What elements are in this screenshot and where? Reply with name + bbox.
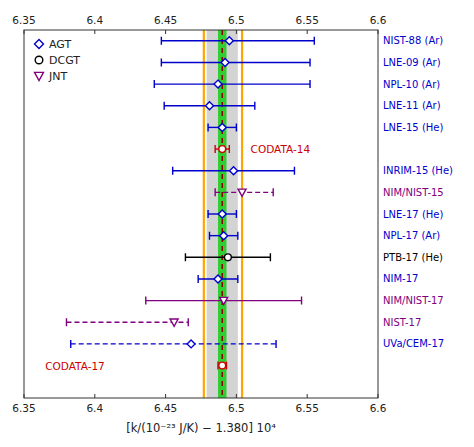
error-bar — [161, 40, 314, 41]
category-label: LNE-11 (Ar) — [383, 100, 441, 111]
band — [207, 30, 238, 398]
error-cap — [209, 232, 237, 240]
tick — [236, 30, 237, 34]
reference-line — [203, 30, 205, 398]
legend-marker — [35, 56, 43, 64]
error-bar — [71, 343, 276, 344]
legend: AGT DCGT JNT — [35, 38, 81, 83]
tick-label: 6.5 — [228, 402, 245, 414]
tick-label: 6.5 — [228, 14, 245, 26]
category-label: LNE-15 (He) — [383, 122, 443, 133]
category-label: NIM-17 — [383, 273, 418, 284]
reference-line — [241, 30, 243, 398]
chart: 6.35 6.35 6.4 6.4 6.45 6.45 6.5 6.5 6.55 6.55 6.6 6… — [0, 0, 474, 447]
tick — [165, 394, 166, 398]
category-label: LNE-09 (Ar) — [383, 57, 441, 68]
category-label: NPL-10 (Ar) — [383, 79, 440, 90]
error-cap — [198, 275, 238, 283]
point — [214, 80, 222, 88]
category-label: PTB-17 (He) — [383, 252, 443, 263]
point — [220, 297, 228, 304]
error-cap — [208, 210, 236, 218]
tick-label: 6.6 — [370, 14, 387, 26]
tick-label: 6.35 — [12, 402, 35, 414]
error-bar — [161, 62, 310, 63]
point — [205, 102, 213, 110]
point — [170, 319, 178, 326]
tick — [307, 394, 308, 398]
category-label: UVa/CEM-17 — [383, 338, 444, 349]
tick-label: 6.55 — [296, 14, 319, 26]
series — [146, 297, 302, 305]
point — [220, 232, 228, 240]
series — [66, 188, 273, 326]
category-label: NIST-17 — [383, 317, 421, 328]
tick — [94, 30, 95, 34]
category-label: LNE-17 (He) — [383, 209, 443, 220]
category-label: NIM/NIST-15 — [383, 187, 444, 198]
error-cap — [218, 362, 226, 370]
category-label: NPL-17 (Ar) — [383, 230, 440, 241]
point — [238, 189, 246, 196]
tick — [24, 394, 25, 398]
legend-marker — [35, 40, 44, 49]
error-cap — [164, 102, 255, 110]
tick — [307, 30, 308, 34]
tick — [165, 30, 166, 34]
tick — [378, 394, 379, 398]
error-cap — [161, 37, 314, 45]
point — [225, 37, 233, 45]
point — [219, 362, 226, 369]
point — [214, 275, 222, 283]
point — [219, 146, 226, 153]
error-cap — [215, 145, 229, 153]
error-bar — [154, 83, 310, 84]
point — [221, 58, 229, 66]
tick-label: 6.55 — [296, 402, 319, 414]
legend-label: AGT — [49, 38, 71, 51]
legend-label: JNT — [48, 70, 67, 83]
tick-label: 6.4 — [86, 402, 103, 414]
plot-area — [66, 30, 314, 398]
point — [230, 167, 238, 175]
point — [218, 210, 226, 218]
annotation: CODATA-17 — [45, 360, 105, 372]
legend-marker — [35, 72, 44, 80]
error-cap — [66, 318, 188, 326]
tick-label: 6.45 — [154, 14, 177, 26]
annotation: CODATA-14 — [251, 143, 311, 155]
tick-label: 6.4 — [86, 14, 103, 26]
plot-frame — [24, 30, 378, 398]
axis-label: [k/(10⁻²³ J/K) − 1.380] 10⁴ — [126, 421, 276, 435]
series — [185, 253, 270, 261]
point — [218, 123, 226, 131]
error-cap — [154, 80, 310, 88]
series — [154, 37, 314, 283]
category-label: INRIM-15 (He) — [383, 165, 453, 176]
tick-label: 6.35 — [12, 14, 35, 26]
point — [225, 254, 232, 261]
tick — [24, 30, 25, 34]
category-label: NIST-88 (Ar) — [383, 35, 443, 46]
tick-label: 6.6 — [370, 402, 387, 414]
tick — [236, 394, 237, 398]
error-cap — [173, 167, 295, 175]
error-bar — [66, 322, 188, 323]
error-cap — [71, 340, 276, 348]
legend-label: DCGT — [49, 54, 80, 67]
tick — [378, 30, 379, 34]
series — [215, 145, 229, 369]
tick-label: 6.45 — [154, 402, 177, 414]
error-cap — [185, 253, 270, 261]
error-cap — [208, 123, 236, 131]
point — [187, 340, 195, 348]
tick — [94, 394, 95, 398]
category-label: NIM/NIST-17 — [383, 295, 444, 306]
error-cap — [215, 188, 273, 196]
series — [71, 340, 276, 348]
error-cap — [146, 297, 302, 305]
error-cap — [161, 58, 310, 66]
